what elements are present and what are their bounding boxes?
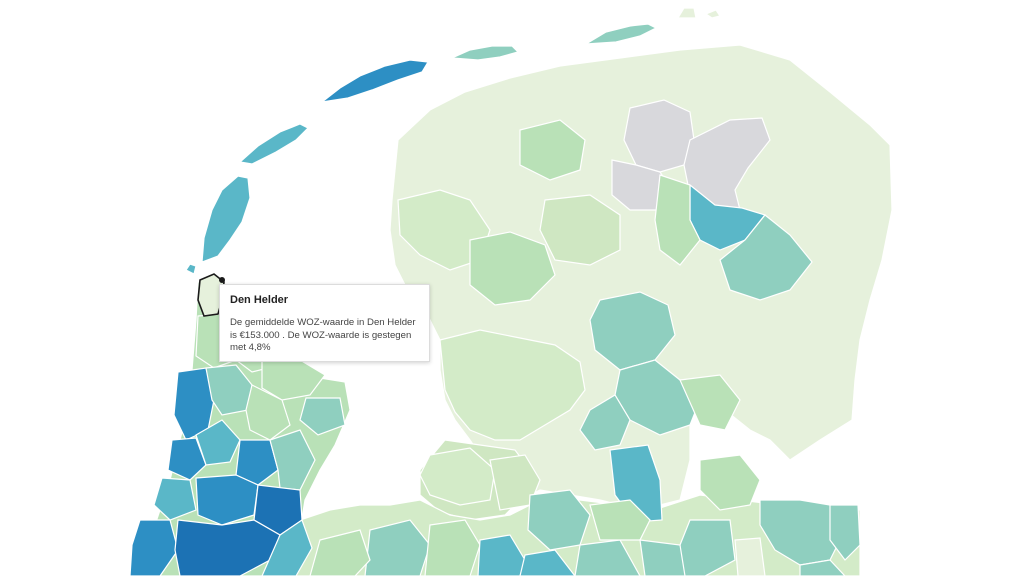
muni-castricum[interactable] — [167, 437, 207, 481]
muni-twente-2[interactable] — [829, 504, 861, 561]
muni-friesland-4[interactable] — [519, 119, 586, 181]
tooltip: Den Helder De gemiddelde WOZ-waarde in D… — [219, 284, 430, 362]
muni-velsen[interactable] — [153, 477, 197, 521]
muni-almere-edge[interactable] — [261, 519, 313, 576]
muni-drenthe-3[interactable] — [654, 174, 701, 266]
muni-almere[interactable] — [364, 519, 431, 576]
island-ameland[interactable] — [451, 45, 520, 61]
island-texel[interactable] — [201, 175, 251, 263]
muni-gelderland-5[interactable] — [639, 539, 686, 576]
muni-heiloo[interactable] — [195, 419, 241, 466]
selected-marker-icon — [219, 277, 225, 283]
muni-utrecht-1[interactable] — [309, 529, 371, 576]
muni-east-1[interactable] — [699, 454, 761, 511]
muni-overijssel-3[interactable] — [579, 394, 631, 451]
north-municipalities — [397, 99, 861, 576]
tooltip-body: De gemiddelde WOZ-waarde in Den Helder i… — [230, 317, 416, 353]
island-rottumeroog[interactable] — [676, 7, 697, 19]
muni-friesland-2[interactable] — [469, 231, 556, 306]
island-schiermonnikoog[interactable] — [585, 23, 658, 45]
central-municipalities — [309, 447, 686, 576]
muni-overijssel-5[interactable] — [679, 374, 741, 431]
muni-haarlem[interactable] — [129, 519, 179, 576]
muni-gelderland-4[interactable] — [589, 499, 651, 541]
muni-friesland-3[interactable] — [539, 194, 621, 266]
muni-dronten[interactable] — [489, 454, 541, 511]
region-flevoland[interactable] — [439, 329, 586, 441]
muni-east-2[interactable] — [734, 537, 766, 576]
muni-gelderland-2[interactable] — [519, 549, 576, 576]
noord-holland-municipalities — [129, 273, 346, 576]
island-small[interactable] — [704, 9, 721, 19]
tooltip-title: Den Helder — [230, 294, 289, 306]
muni-gelderland-3[interactable] — [574, 539, 641, 576]
muni-hoorn[interactable] — [299, 397, 346, 436]
muni-groningen-stad[interactable] — [623, 99, 695, 173]
muni-lelystad[interactable] — [419, 447, 496, 506]
island-terschelling[interactable] — [319, 59, 429, 103]
wadden-islands — [185, 7, 721, 275]
muni-east-4[interactable] — [799, 559, 846, 576]
muni-purmerend[interactable] — [235, 439, 279, 486]
island-vlieland[interactable] — [238, 123, 310, 165]
island-griend[interactable] — [185, 263, 197, 275]
muni-zeewolde[interactable] — [424, 519, 481, 576]
muni-drenthe-2[interactable] — [719, 214, 813, 301]
